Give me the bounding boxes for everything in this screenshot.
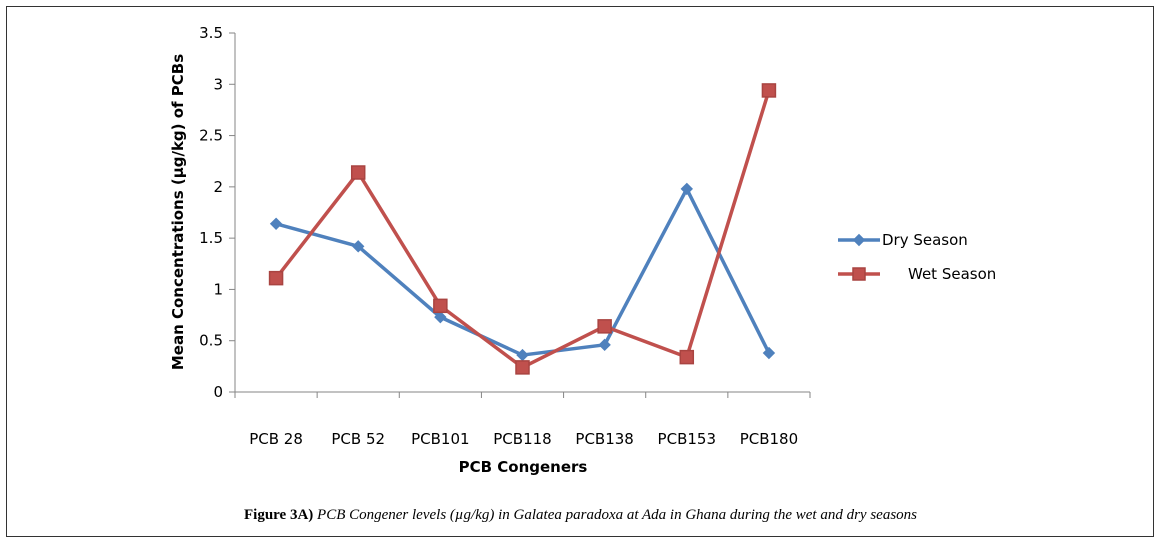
data-point xyxy=(434,310,447,324)
y-tick-label: 2 xyxy=(213,178,223,196)
chart-axes xyxy=(229,32,811,398)
data-point xyxy=(680,182,693,196)
x-tick-label: PCB138 xyxy=(575,430,633,448)
data-point xyxy=(269,217,283,230)
legend-label: Dry Season xyxy=(882,231,968,249)
legend: Dry Season Wet Season xyxy=(838,231,996,283)
legend-item: Wet Season xyxy=(838,265,996,283)
x-tick-label: PCB118 xyxy=(493,430,551,448)
series-layer xyxy=(268,83,777,375)
x-tick-label: PCB 52 xyxy=(331,430,385,448)
figure-caption: Figure 3A) PCB Congener levels (µg/kg) i… xyxy=(0,507,1161,524)
x-tick-label: PCB180 xyxy=(740,430,798,448)
x-tick-label: PCB101 xyxy=(411,430,469,448)
series-line xyxy=(274,89,771,370)
legend-label: Wet Season xyxy=(908,265,996,283)
legend-marker xyxy=(852,233,866,247)
data-point xyxy=(598,338,611,352)
y-tick-label: 3.5 xyxy=(199,24,223,42)
y-tick-label: 0.5 xyxy=(199,332,223,350)
data-point xyxy=(268,270,284,286)
legend-marker xyxy=(852,267,866,281)
y-tick-label: 3 xyxy=(213,75,223,93)
figure-caption-text: PCB Congener levels (µg/kg) in Galatea p… xyxy=(317,507,917,523)
y-tick-label: 1.5 xyxy=(199,229,223,247)
y-tick-label: 1 xyxy=(213,280,223,298)
x-tick-label: PCB 28 xyxy=(249,430,303,448)
x-axis-title: PCB Congeners xyxy=(459,458,588,476)
data-point xyxy=(352,240,365,253)
legend-item: Dry Season xyxy=(838,231,968,249)
y-tick-labels: 0 0.5 1 1.5 2 2.5 3 3.5 xyxy=(199,24,223,401)
x-tick-label: PCB153 xyxy=(658,430,716,448)
data-point xyxy=(350,165,366,180)
x-tick-labels: PCB 28 PCB 52 PCB101 PCB118 PCB138 PCB153 PCB1… xyxy=(249,430,798,448)
data-point xyxy=(516,348,529,362)
data-point xyxy=(761,83,777,98)
series-0 xyxy=(269,182,776,362)
data-point xyxy=(762,346,776,360)
y-tick-label: 2.5 xyxy=(199,127,223,145)
y-tick-label: 0 xyxy=(213,383,223,401)
data-point xyxy=(679,349,695,365)
series-1 xyxy=(268,83,777,375)
data-point xyxy=(597,319,612,334)
chart-frame xyxy=(6,6,1154,537)
y-axis-title: Mean Concentrations (µg/kg) of PCBs xyxy=(169,54,187,370)
data-point xyxy=(433,298,448,314)
figure-caption-label: Figure 3A) xyxy=(243,507,314,523)
data-point xyxy=(515,360,530,375)
